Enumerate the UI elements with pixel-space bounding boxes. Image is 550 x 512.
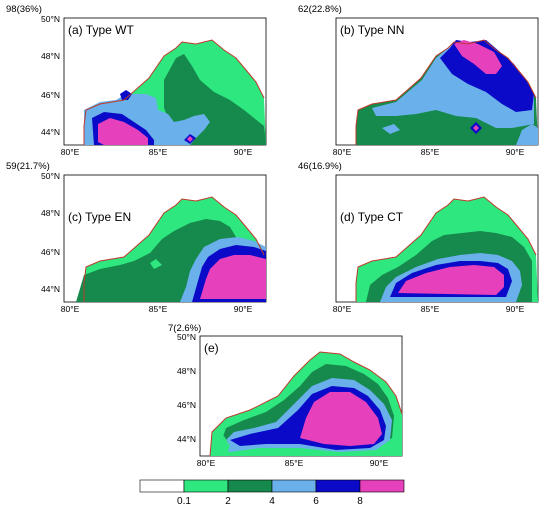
x-tick-label: 90°E [234,147,253,157]
region-magenta-spot [473,125,479,131]
x-tick-label: 85°E [149,147,168,157]
y-tick-label: 48°N [41,51,60,61]
region-light-blue-corner [516,124,538,145]
legend-swatch [139,479,185,493]
y-tick-label: 48°N [41,208,60,218]
color-legend: 0.1 2 4 6 8 [139,479,405,507]
y-tick-label: 50°N [41,171,60,181]
legend-tick-label: 2 [225,496,231,507]
x-tick-label: 80°E [333,147,352,157]
panel-count-label: 46(16.9%) [298,161,342,172]
x-tick-label: 85°E [421,147,440,157]
y-tick-label: 50°N [177,332,196,342]
x-tick-label: 90°E [234,304,253,314]
region-boundary [209,351,403,457]
y-tick-label: 44°N [41,127,60,137]
region-boundary [355,196,537,302]
y-tick-label: 46°N [41,247,60,257]
x-tick-label: 90°E [506,147,525,157]
legend-tick-label: 8 [357,496,363,507]
y-tick-label: 46°N [177,400,196,410]
x-tick-label: 80°E [61,304,80,314]
legend-tick-label: 6 [313,496,319,507]
region-magenta [200,255,266,299]
x-tick-label: 80°E [197,458,216,468]
x-tick-label: 80°E [61,147,80,157]
panel-e: 50°N 48°N 46°N 44°N 80°E 85°E 90°E 7(2.6… [168,323,403,468]
panel-count-label: 98(36%) [6,4,42,15]
legend-swatch [227,479,273,493]
region-light-blue-spot [382,124,400,134]
x-tick-label: 85°E [149,304,168,314]
legend-tick-label: 4 [269,496,275,507]
panel-a: 50°N 48°N 46°N 44°N 80°E 85°E 90°E 98(36… [6,4,267,157]
x-tick-label: 85°E [285,458,304,468]
y-tick-label: 46°N [41,90,60,100]
region-magenta [300,392,382,446]
legend-swatch [271,479,317,493]
x-tick-label: 80°E [333,304,352,314]
region-dark-blue-spot [120,90,132,100]
panel-title: (a) Type WT [68,23,134,37]
region-boundary [355,39,537,145]
panel-count-label: 62(22.8%) [298,4,342,15]
y-tick-label: 44°N [41,284,60,294]
legend-swatch [315,479,361,493]
x-tick-label: 85°E [421,304,440,314]
y-tick-label: 48°N [177,366,196,376]
region-magenta [98,118,148,145]
legend-swatch [183,479,229,493]
region-light-green-spot [150,259,162,269]
panel-title: (e) [204,341,219,355]
panel-c: 50°N 48°N 46°N 44°N 80°E 85°E 90°E 59(21… [6,161,267,314]
panel-title: (d) Type CT [340,210,404,224]
panel-d: 80°E 85°E 90°E 46(16.9%) (d) Type CT [298,161,539,314]
legend-swatch [359,479,405,493]
region-boundary [83,196,265,302]
region-magenta [398,265,504,295]
panel-b: 80°E 85°E 90°E 62(22.8%) (b) Type NN [298,4,539,157]
region-dark-blue [440,40,534,112]
x-tick-label: 90°E [370,458,389,468]
y-tick-label: 44°N [177,434,196,444]
region-magenta [454,40,502,74]
panel-title: (b) Type NN [340,23,404,37]
y-tick-label: 50°N [41,14,60,24]
panel-count-label: 7(2.6%) [168,323,201,334]
region-magenta-spot [187,136,193,142]
region-light-green-bottom [210,436,230,456]
x-tick-label: 90°E [506,304,525,314]
region-boundary [83,39,265,145]
legend-tick-label: 0.1 [177,496,191,507]
panel-title: (c) Type EN [68,210,131,224]
panel-count-label: 59(21.7%) [6,161,50,172]
